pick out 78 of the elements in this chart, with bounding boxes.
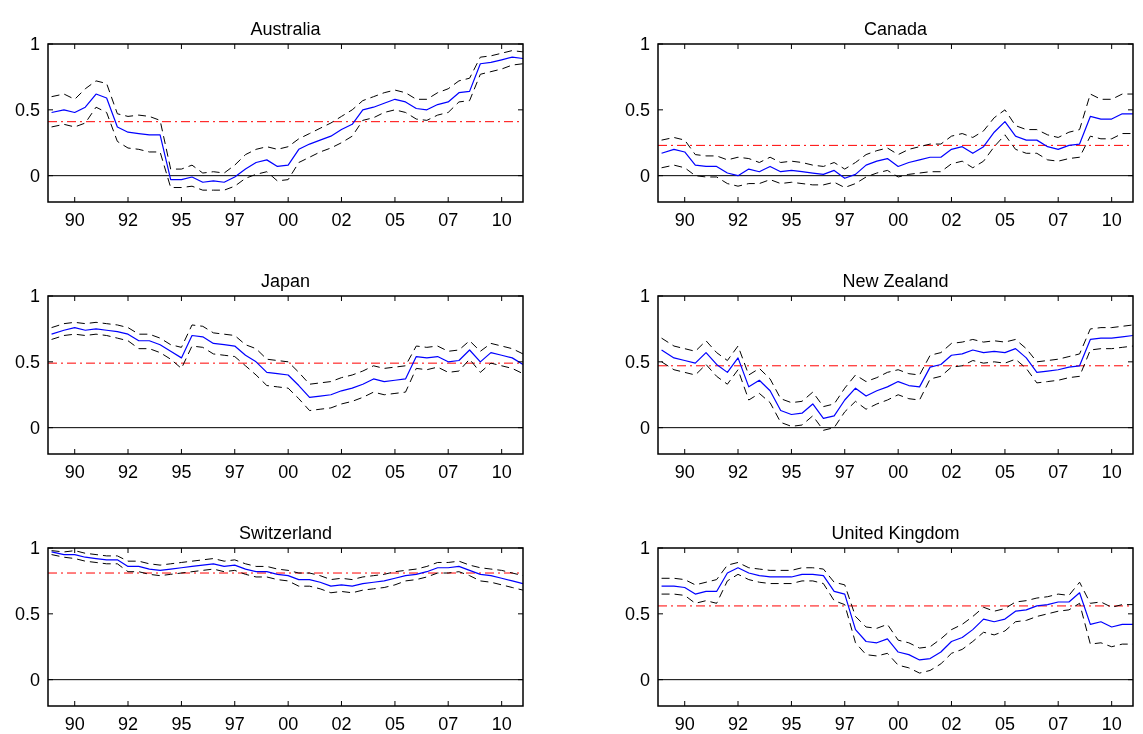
x-tick-label: 05 [994,210,1015,230]
x-tick-label: 97 [834,714,855,734]
x-tick-label: 07 [1048,462,1069,482]
x-tick-label: 00 [278,210,299,230]
chart-title: Canada [863,19,929,39]
x-tick-label: 10 [1101,462,1122,482]
x-tick-label: 92 [728,714,749,734]
x-tick-label: 02 [941,210,962,230]
x-tick-label: 00 [888,462,909,482]
x-tick-label: 02 [941,462,962,482]
x-tick-label: 10 [1101,210,1122,230]
x-tick-label: 10 [491,462,512,482]
chart-title: New Zealand [842,271,949,291]
y-tick-label: 1 [639,34,650,54]
x-tick-label: 95 [781,210,802,230]
x-tick-label: 97 [834,210,855,230]
x-tick-label: 00 [278,714,299,734]
x-tick-label: 90 [64,714,85,734]
x-tick-label: 05 [384,210,405,230]
chart-title: Australia [250,19,322,39]
x-tick-label: 02 [331,462,352,482]
x-tick-label: 90 [674,210,695,230]
y-tick-label: 0.5 [14,351,40,372]
x-tick-label: 92 [118,210,139,230]
y-tick-label: 0.5 [624,603,650,624]
x-tick-label: 05 [384,462,405,482]
x-tick-label: 97 [224,210,245,230]
y-tick-label: 0 [639,669,650,690]
x-tick-label: 90 [64,210,85,230]
x-tick-label: 95 [781,462,802,482]
chart-title: Japan [260,271,311,291]
chart-title: Switzerland [238,523,333,543]
y-tick-label: 0.5 [624,99,650,120]
x-tick-label: 07 [1048,714,1069,734]
x-tick-label: 07 [1048,210,1069,230]
x-tick-label: 00 [278,462,299,482]
x-tick-label: 10 [491,210,512,230]
x-tick-label: 02 [331,210,352,230]
y-tick-label: 1 [639,538,650,558]
chart-title: United Kingdom [831,523,960,543]
x-tick-label: 00 [888,714,909,734]
x-tick-label: 02 [941,714,962,734]
y-tick-label: 1 [29,538,40,558]
y-tick-label: 0.5 [14,603,40,624]
y-tick-label: 0 [639,165,650,186]
y-tick-label: 0 [639,417,650,438]
x-tick-label: 92 [728,210,749,230]
y-tick-label: 0.5 [624,351,650,372]
x-tick-label: 92 [118,714,139,734]
x-tick-label: 10 [491,714,512,734]
x-tick-label: 97 [834,462,855,482]
y-tick-label: 1 [29,286,40,306]
y-tick-label: 1 [639,286,650,306]
x-tick-label: 92 [118,462,139,482]
x-tick-label: 07 [438,714,459,734]
x-tick-label: 95 [171,210,192,230]
x-tick-label: 10 [1101,714,1122,734]
x-tick-label: 97 [224,714,245,734]
x-tick-label: 05 [384,714,405,734]
x-tick-label: 02 [331,714,352,734]
y-tick-label: 0 [29,669,40,690]
y-tick-label: 0.5 [14,99,40,120]
x-tick-label: 07 [438,462,459,482]
x-tick-label: 90 [674,714,695,734]
x-tick-label: 92 [728,462,749,482]
x-tick-label: 00 [888,210,909,230]
y-tick-label: 0 [29,417,40,438]
x-tick-label: 07 [438,210,459,230]
x-tick-label: 90 [64,462,85,482]
x-tick-label: 97 [224,462,245,482]
x-tick-label: 95 [781,714,802,734]
x-tick-label: 05 [994,462,1015,482]
x-tick-label: 05 [994,714,1015,734]
y-tick-label: 1 [29,34,40,54]
y-tick-label: 0 [29,165,40,186]
x-tick-label: 90 [674,462,695,482]
x-tick-label: 95 [171,714,192,734]
x-tick-label: 95 [171,462,192,482]
